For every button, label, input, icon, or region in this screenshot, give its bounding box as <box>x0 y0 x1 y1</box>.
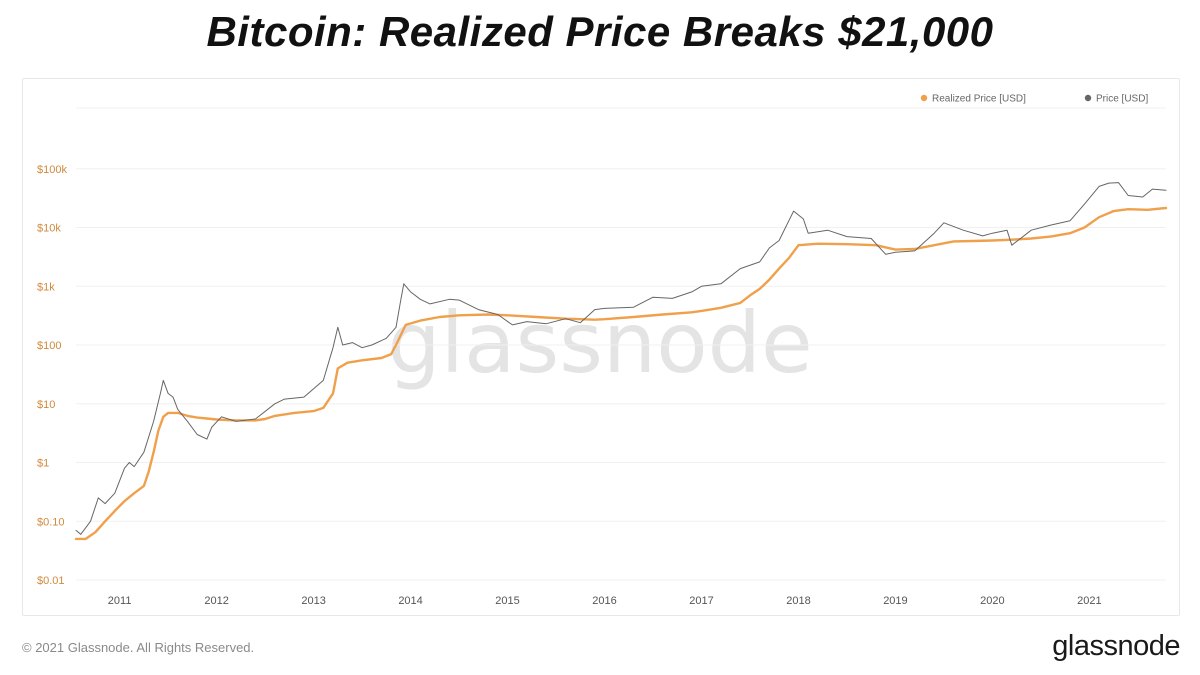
grid-layer <box>76 107 1166 581</box>
series-line-price <box>75 182 1167 535</box>
legend: Realized Price [USD] Price [USD] <box>920 94 1148 105</box>
y-tick-label: $100k <box>37 164 67 176</box>
watermark-text: glassnode <box>387 294 812 392</box>
y-tick-label: $0.01 <box>37 575 65 587</box>
y-tick-label: $1k <box>37 281 55 293</box>
y-tick-label: $10k <box>37 223 61 235</box>
x-tick-label: 2016 <box>592 595 616 607</box>
y-tick-label: $0.10 <box>37 516 65 528</box>
y-tick-label: $1 <box>37 458 49 470</box>
x-tick-label: 2014 <box>398 595 422 607</box>
legend-swatch-price <box>1084 94 1092 102</box>
x-tick-label: 2020 <box>980 595 1004 607</box>
x-tick-label: 2017 <box>689 595 713 607</box>
x-tick-label: 2018 <box>786 595 810 607</box>
brand-logo: glassnode <box>1052 630 1180 662</box>
series-layer <box>74 182 1168 541</box>
y-axis: $0.01 $0.10 $1 $10 $100 $1k $10k $100k <box>37 164 67 587</box>
x-tick-label: 2019 <box>883 595 907 607</box>
x-tick-label: 2015 <box>495 595 519 607</box>
x-tick-label: 2012 <box>204 595 228 607</box>
chart-frame <box>22 78 1180 616</box>
copyright-text: © 2021 Glassnode. All Rights Reserved. <box>22 640 255 655</box>
x-tick-label: 2021 <box>1077 595 1101 607</box>
legend-label-realized-price: Realized Price [USD] <box>932 94 1026 105</box>
x-axis: 2011 2012 2013 2014 2015 2016 2017 2018 2019 2020… <box>108 595 1102 607</box>
chart-title: Bitcoin: Realized Price Breaks $21,000 <box>206 8 994 55</box>
x-tick-label: 2013 <box>301 595 325 607</box>
y-tick-label: $10 <box>37 399 55 411</box>
y-tick-label: $100 <box>37 340 61 352</box>
x-tick-label: 2011 <box>108 595 132 607</box>
legend-label-price: Price [USD] <box>1096 94 1148 105</box>
legend-swatch-realized-price <box>920 94 928 102</box>
series-line-realized-price <box>74 206 1168 541</box>
